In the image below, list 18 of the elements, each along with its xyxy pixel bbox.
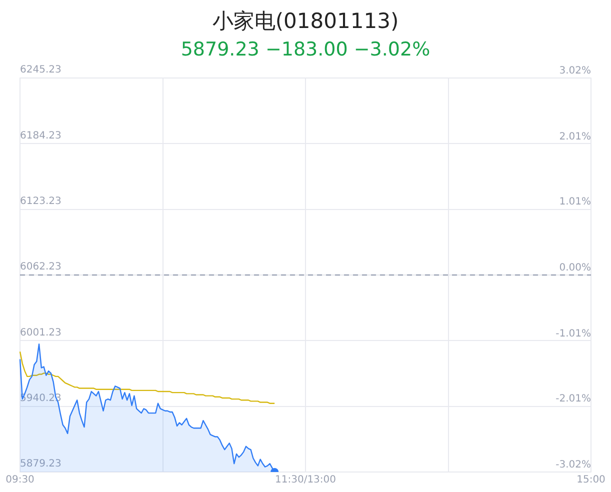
chart-title: 小家电(01801113) — [212, 9, 399, 34]
y2-tick-label: -1.01% — [556, 328, 591, 340]
y-tick-label: 6184.23 — [20, 130, 62, 142]
y2-tick-label: 1.01% — [559, 196, 591, 208]
x-tick-label: 15:00 — [576, 474, 606, 486]
y-tick-label: 6123.23 — [20, 196, 62, 207]
y2-tick-label: 2.01% — [559, 131, 591, 142]
y2-tick-label: 3.02% — [559, 66, 591, 77]
y2-tick-label: -2.01% — [556, 394, 591, 405]
y2-tick-label: 0.00% — [559, 262, 591, 274]
y-tick-label: 6245.23 — [20, 64, 62, 76]
x-tick-label: 09:30 — [6, 474, 34, 486]
y2-tick-label: -3.02% — [556, 460, 591, 471]
chart-subtitle: 5879.23 −183.00 −3.02% — [180, 38, 430, 61]
x-tick-label: 11:30/13:00 — [274, 474, 336, 486]
y-tick-label: 5879.23 — [20, 458, 62, 470]
y-tick-label: 6001.23 — [20, 327, 62, 338]
y-tick-label: 6062.23 — [20, 262, 62, 273]
